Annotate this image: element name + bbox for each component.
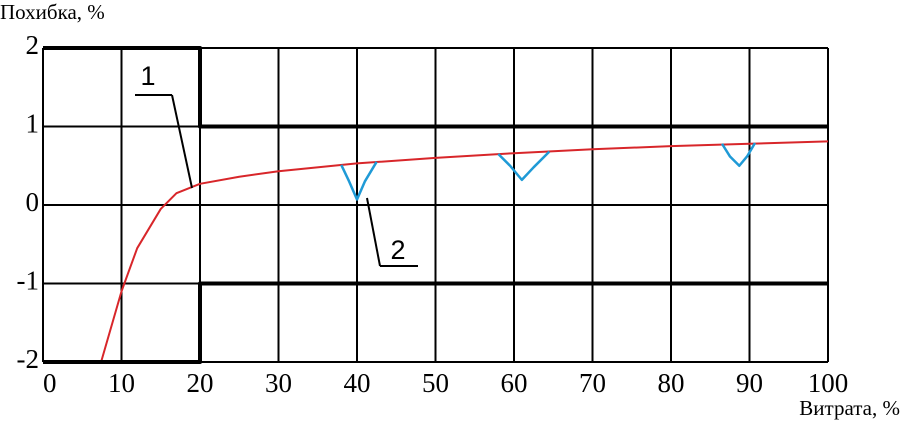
data-line — [100, 140, 829, 363]
x-tick-label: 0 — [43, 368, 57, 398]
x-tick-label: 60 — [501, 368, 528, 398]
y-tick-label: -1 — [17, 266, 40, 296]
data-line — [340, 161, 378, 201]
data-line — [497, 150, 551, 182]
x-tick-label: 20 — [187, 368, 214, 398]
x-tick-label: 10 — [108, 368, 135, 398]
callout-line — [366, 197, 381, 267]
y-tick-label: 1 — [26, 109, 40, 139]
callout-line — [171, 94, 193, 189]
data-line — [720, 142, 757, 167]
x-tick-label: 30 — [265, 368, 292, 398]
data-line — [43, 46, 828, 129]
data-line — [43, 281, 828, 364]
y-tick-label: 0 — [26, 187, 40, 217]
x-tick-label: 40 — [344, 368, 371, 398]
x-tick-label: 90 — [736, 368, 763, 398]
x-tick-label: 100 — [808, 368, 849, 398]
y-tick-label: 2 — [26, 30, 40, 60]
x-axis-label: Витрата, % — [799, 396, 900, 420]
x-tick-label: 50 — [422, 368, 449, 398]
callout-label: 1 — [140, 61, 155, 91]
callout-label: 2 — [390, 235, 405, 265]
y-tick-label: -2 — [17, 344, 40, 374]
x-tick-label: 80 — [658, 368, 685, 398]
x-tick-label: 70 — [579, 368, 606, 398]
y-axis-label: Похибка, % — [0, 0, 105, 24]
